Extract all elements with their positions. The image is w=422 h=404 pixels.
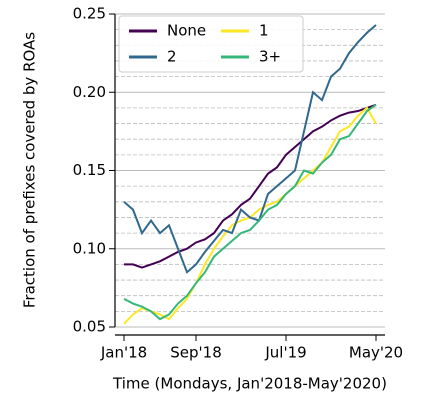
x-tick-label: Jan'18 <box>100 344 147 362</box>
x-tick-label: Sep'18 <box>170 344 221 362</box>
y-tick-label: 0.20 <box>73 83 106 101</box>
y-tick-label: 0.15 <box>73 161 106 179</box>
legend-label: 1 <box>259 22 269 40</box>
legend-box <box>118 15 304 73</box>
y-tick-label: 0.10 <box>73 239 106 257</box>
x-axis-label: Time (Mondays, Jan'2018-May'2020) <box>112 375 387 393</box>
y-tick-label: 0.05 <box>73 318 106 336</box>
legend-label: 2 <box>167 48 177 66</box>
x-tick-label: May'20 <box>349 344 403 362</box>
series-line <box>123 106 377 325</box>
y-axis-label: Fraction of prefixes covered by ROAs <box>21 32 39 308</box>
legend-label: 3+ <box>259 48 281 66</box>
y-tick-label: 0.25 <box>73 5 106 23</box>
series-line <box>123 24 377 274</box>
series-line <box>123 103 377 321</box>
legend-label: None <box>167 22 206 40</box>
series-line <box>124 103 377 269</box>
x-tick-label: Jul'19 <box>264 344 306 362</box>
